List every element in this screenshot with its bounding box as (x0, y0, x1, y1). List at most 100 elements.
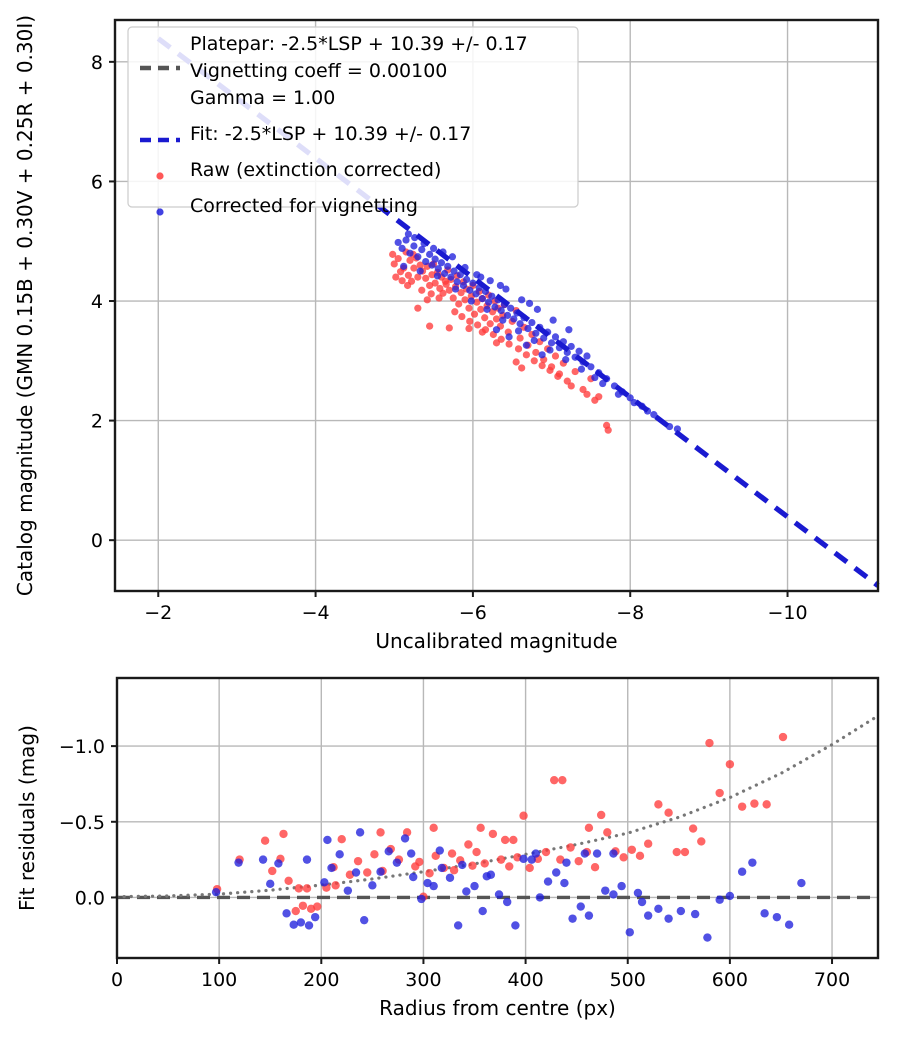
data-point (351, 868, 361, 877)
data-point (284, 876, 293, 886)
data-point (514, 327, 523, 335)
data-point (416, 267, 424, 275)
data-point (737, 867, 747, 876)
series-corrected-for-vignetting (211, 828, 806, 942)
data-point (619, 853, 628, 862)
data-point (327, 863, 336, 873)
ytick-label-4: 8 (91, 52, 103, 74)
data-point (549, 316, 557, 324)
data-point (590, 862, 600, 872)
data-point (406, 256, 414, 264)
data-point (654, 800, 663, 809)
data-point (509, 835, 518, 845)
data-point (609, 849, 618, 858)
data-point (643, 911, 653, 920)
data-point (491, 303, 499, 311)
legend-label-3: Corrected for vignetting (190, 195, 418, 217)
data-point (577, 365, 586, 373)
data-point (431, 255, 439, 263)
data-point (437, 259, 446, 267)
data-point (676, 906, 686, 916)
data-point (402, 236, 410, 244)
data-point (541, 847, 551, 857)
data-point (483, 305, 491, 313)
data-point (447, 273, 455, 281)
data-point (320, 878, 329, 887)
data-point (543, 877, 553, 886)
data-point (449, 294, 457, 302)
data-point (688, 824, 698, 833)
ytick-label-2: 4 (91, 291, 103, 313)
data-point (470, 881, 479, 891)
data-point (434, 265, 442, 273)
data-point (355, 828, 365, 837)
xtick-label-0: 0 (111, 969, 123, 991)
data-point (562, 858, 571, 867)
data-point (609, 890, 618, 899)
data-point (368, 881, 377, 890)
data-point (450, 267, 458, 275)
ytick-label-2: −1.0 (59, 736, 105, 758)
data-point (516, 320, 524, 328)
data-point (551, 352, 560, 360)
data-point (398, 277, 406, 285)
data-point (664, 808, 673, 817)
plot-frame (115, 676, 880, 960)
data-point (360, 915, 369, 925)
data-point (587, 363, 595, 371)
data-point (442, 280, 450, 288)
data-point (448, 253, 457, 261)
data-point (302, 855, 312, 864)
data-point (574, 856, 583, 866)
data-point (437, 863, 447, 873)
data-point (525, 299, 534, 308)
data-point (282, 909, 291, 918)
xtick-label-3: 300 (405, 969, 441, 991)
data-point (331, 881, 340, 890)
data-point (584, 823, 594, 833)
data-point (654, 904, 663, 914)
data-point (566, 843, 575, 852)
xtick-label-4: 400 (507, 969, 543, 991)
legend: Platepar: -2.5*LSP + 10.39 +/- 0.17 Vigne… (127, 26, 579, 217)
data-point (551, 333, 560, 341)
data-point (576, 902, 585, 911)
data-point (725, 891, 735, 901)
data-point (507, 304, 515, 312)
data-point (389, 250, 397, 258)
data-point (584, 911, 594, 920)
data-point (458, 860, 467, 870)
data-point (472, 290, 480, 298)
data-point (673, 425, 682, 433)
data-point (415, 857, 424, 867)
data-point (627, 845, 637, 854)
legend-label-0-2: Gamma = 1.00 (190, 87, 335, 109)
data-point (664, 914, 673, 923)
xtick-label-5: 500 (610, 969, 646, 991)
xtick-label-6: 600 (712, 969, 748, 991)
data-point (518, 296, 526, 304)
yaxis-title: Fit residuals (mag) (15, 725, 39, 911)
data-point (527, 855, 536, 864)
series-raw-extinction-corrected (389, 248, 612, 434)
data-point (532, 329, 540, 337)
data-point (431, 279, 439, 287)
xtick-label-1: 100 (201, 969, 237, 991)
series-raw-extinction-corrected (212, 732, 788, 916)
data-point (492, 315, 501, 323)
data-point (390, 260, 398, 268)
data-point (258, 855, 268, 864)
data-point (643, 839, 653, 848)
data-point (274, 859, 283, 868)
data-point (398, 244, 406, 252)
panel-fit-residuals: 0 100 200 300 400 500 600 700 0.0 −0.5 −1.0 Radius … (15, 676, 880, 1020)
data-point (580, 849, 590, 858)
data-point (429, 823, 438, 833)
data-point (496, 855, 506, 864)
data-point (528, 318, 536, 327)
data-point (575, 347, 583, 355)
data-point (481, 326, 490, 334)
data-point (725, 760, 735, 769)
data-point (392, 858, 402, 867)
legend-marker-dot-3 (156, 208, 164, 216)
